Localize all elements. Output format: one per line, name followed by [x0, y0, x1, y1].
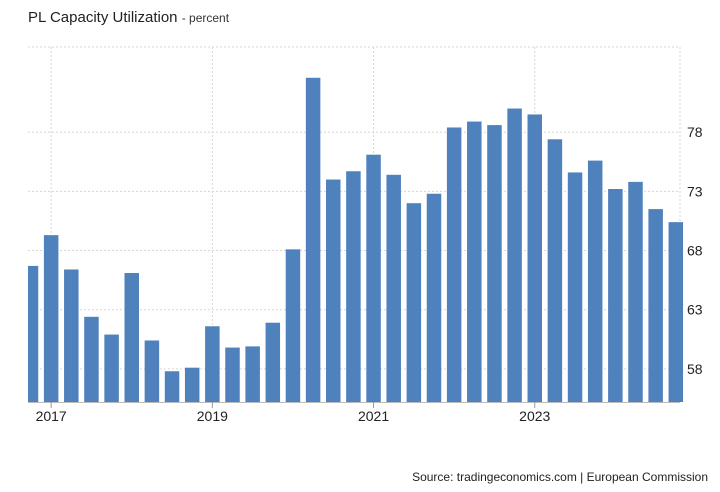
bar [84, 316, 99, 402]
bar [43, 235, 59, 402]
bar [124, 273, 139, 402]
bar [386, 174, 401, 402]
bar [446, 127, 462, 402]
bar [326, 179, 341, 402]
bar [527, 114, 542, 402]
bar [305, 77, 321, 403]
bar [28, 265, 39, 402]
bar [547, 139, 563, 403]
bar [265, 322, 281, 402]
bar [346, 171, 361, 402]
y-tick-label: 58 [687, 361, 703, 377]
bar [104, 334, 119, 402]
bar [608, 189, 623, 402]
x-tick-label: 2023 [519, 408, 550, 424]
bar [245, 346, 260, 402]
bar [487, 125, 502, 402]
bar [225, 347, 240, 402]
bar [205, 326, 220, 402]
x-tick-label: 2017 [36, 408, 67, 424]
bar [406, 203, 422, 402]
chart-subtitle: - percent [181, 11, 230, 25]
bar [628, 181, 643, 402]
bar [144, 340, 160, 402]
y-tick-label: 68 [687, 243, 703, 259]
bar [184, 367, 200, 402]
y-tick-label: 78 [687, 124, 703, 140]
chart-title-text: PL Capacity Utilization [28, 9, 178, 26]
chart-title: PL Capacity Utilization - percent [28, 9, 229, 26]
bar [587, 160, 603, 402]
bar [64, 269, 79, 402]
x-tick-label: 2019 [197, 408, 228, 424]
bar [467, 121, 482, 403]
bar [164, 371, 180, 402]
bar [648, 209, 663, 402]
bar [668, 222, 684, 402]
bar [507, 108, 522, 403]
x-tick-label: 2021 [358, 408, 389, 424]
bar [366, 154, 381, 402]
source-note: Source: tradingeconomics.com | European … [412, 470, 708, 484]
bar [285, 249, 301, 402]
bar [567, 172, 583, 402]
y-tick-label: 73 [687, 183, 703, 199]
y-tick-label: 63 [687, 302, 703, 318]
bar [426, 193, 442, 402]
